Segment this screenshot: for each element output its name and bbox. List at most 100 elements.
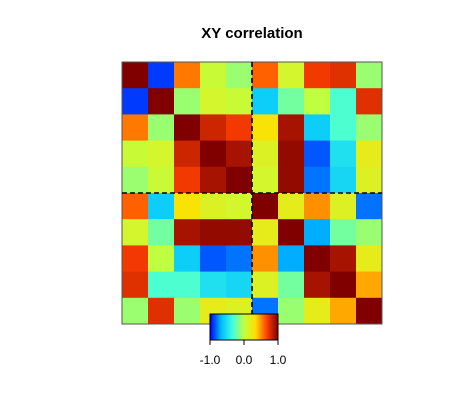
heatmap-cell: [278, 193, 305, 220]
colorbar: [209, 313, 279, 341]
heatmap-cell: [200, 245, 227, 272]
colorbar-swatch: [275, 314, 278, 340]
colorbar-ticks: -1.0 0.0 1.0: [200, 340, 287, 367]
heatmap-cell: [200, 166, 227, 194]
colorbar-swatch: [265, 314, 268, 340]
heatmap-cell: [122, 271, 149, 299]
heatmap-cell: [330, 140, 357, 168]
heatmap-cell: [122, 245, 149, 272]
heatmap-cell: [148, 140, 175, 168]
heatmap-cell: [252, 88, 279, 115]
heatmap-cell: [200, 62, 227, 89]
heatmap-cell: [278, 271, 305, 299]
colorbar-swatch: [273, 314, 275, 340]
heatmap-cell: [200, 193, 227, 220]
heatmap-cell: [174, 62, 201, 89]
heatmap-cell: [278, 166, 305, 194]
heatmap-cell: [122, 219, 149, 246]
heatmap-cell: [356, 245, 383, 272]
heatmap-cell: [148, 271, 175, 299]
heatmap-cell: [174, 114, 201, 141]
heatmap-cell: [122, 140, 149, 168]
heatmap-cell: [330, 166, 357, 194]
divider-lines: [122, 62, 382, 324]
heatmap-cell: [148, 114, 175, 141]
colorbar-swatch: [216, 314, 219, 340]
heatmap-cell: [226, 193, 253, 220]
heatmap-cell: [356, 140, 383, 168]
heatmap-cell: [226, 140, 253, 168]
heatmap-cell: [252, 62, 279, 89]
heatmap-cell: [330, 297, 357, 325]
heatmap-cell: [122, 166, 149, 194]
heatmap-cell: [226, 88, 253, 115]
colorbar-swatch: [247, 314, 249, 340]
colorbar-swatch: [215, 314, 218, 340]
heatmap-cell: [226, 271, 253, 299]
colorbar-swatch: [233, 314, 236, 340]
colorbar-swatch: [259, 314, 262, 340]
colorbar-swatch: [240, 314, 243, 340]
heatmap-cell: [252, 193, 279, 220]
colorbar-swatch: [255, 314, 257, 340]
heatmap-cell: [330, 271, 357, 299]
heatmap-plot-area: [122, 62, 383, 325]
heatmap-cell: [356, 297, 383, 325]
heatmap-cell: [122, 297, 149, 325]
heatmap-cell: [122, 114, 149, 141]
heatmap-cell: [174, 245, 201, 272]
heatmap-cell: [356, 271, 383, 299]
heatmap-cell: [252, 245, 279, 272]
colorbar-swatch: [229, 314, 231, 340]
heatmap-cell: [174, 271, 201, 299]
colorbar-swatch: [272, 314, 274, 340]
heatmap-cell: [304, 140, 331, 168]
heatmap-cell: [304, 297, 331, 325]
heatmap-cell: [252, 219, 279, 246]
colorbar-swatch: [257, 314, 260, 340]
colorbar-swatch: [213, 314, 215, 340]
heatmap-cell: [252, 114, 279, 141]
heatmap-cell: [174, 88, 201, 115]
heatmap-cell: [226, 166, 253, 194]
colorbar-swatch: [245, 314, 247, 340]
colorbar-swatch: [241, 314, 244, 340]
heatmap-cell: [226, 114, 253, 141]
heatmap-cell: [356, 88, 383, 115]
heatmap-cell: [356, 193, 383, 220]
heatmap-cell: [304, 62, 331, 89]
heatmap-cell: [356, 166, 383, 194]
colorbar-swatch: [249, 314, 252, 340]
heatmap-cell: [330, 219, 357, 246]
colorbar-tick-label: 0.0: [236, 353, 253, 367]
heatmap-cell: [226, 62, 253, 89]
colorbar-swatch: [230, 314, 232, 340]
colorbar-swatch: [244, 314, 246, 340]
colorbar-tick-label: 1.0: [270, 353, 287, 367]
colorbar-swatch: [217, 314, 220, 340]
colorbar-swatch: [264, 314, 266, 340]
colorbar-swatch: [232, 314, 235, 340]
heatmap-cell: [174, 166, 201, 194]
colorbar-swatch: [268, 314, 271, 340]
heatmap-cell: [252, 166, 279, 194]
heatmap-cell: [252, 140, 279, 168]
colorbar-swatch: [254, 314, 256, 340]
heatmap-cell: [304, 219, 331, 246]
heatmap-cell: [200, 114, 227, 141]
heatmap-cell: [226, 219, 253, 246]
colorbar-swatch: [227, 314, 229, 340]
heatmap-cell: [148, 193, 175, 220]
heatmap-cell: [304, 166, 331, 194]
heatmap-cell: [304, 271, 331, 299]
heatmap-cell: [174, 297, 201, 325]
colorbar-swatch: [238, 314, 240, 340]
heatmap-cell: [278, 297, 305, 325]
colorbar-swatch: [212, 314, 214, 340]
heatmap-cell: [278, 114, 305, 141]
heatmap-cell: [200, 219, 227, 246]
heatmap-cell: [174, 193, 201, 220]
colorbar-swatch: [211, 314, 213, 340]
heatmap-cell: [148, 245, 175, 272]
